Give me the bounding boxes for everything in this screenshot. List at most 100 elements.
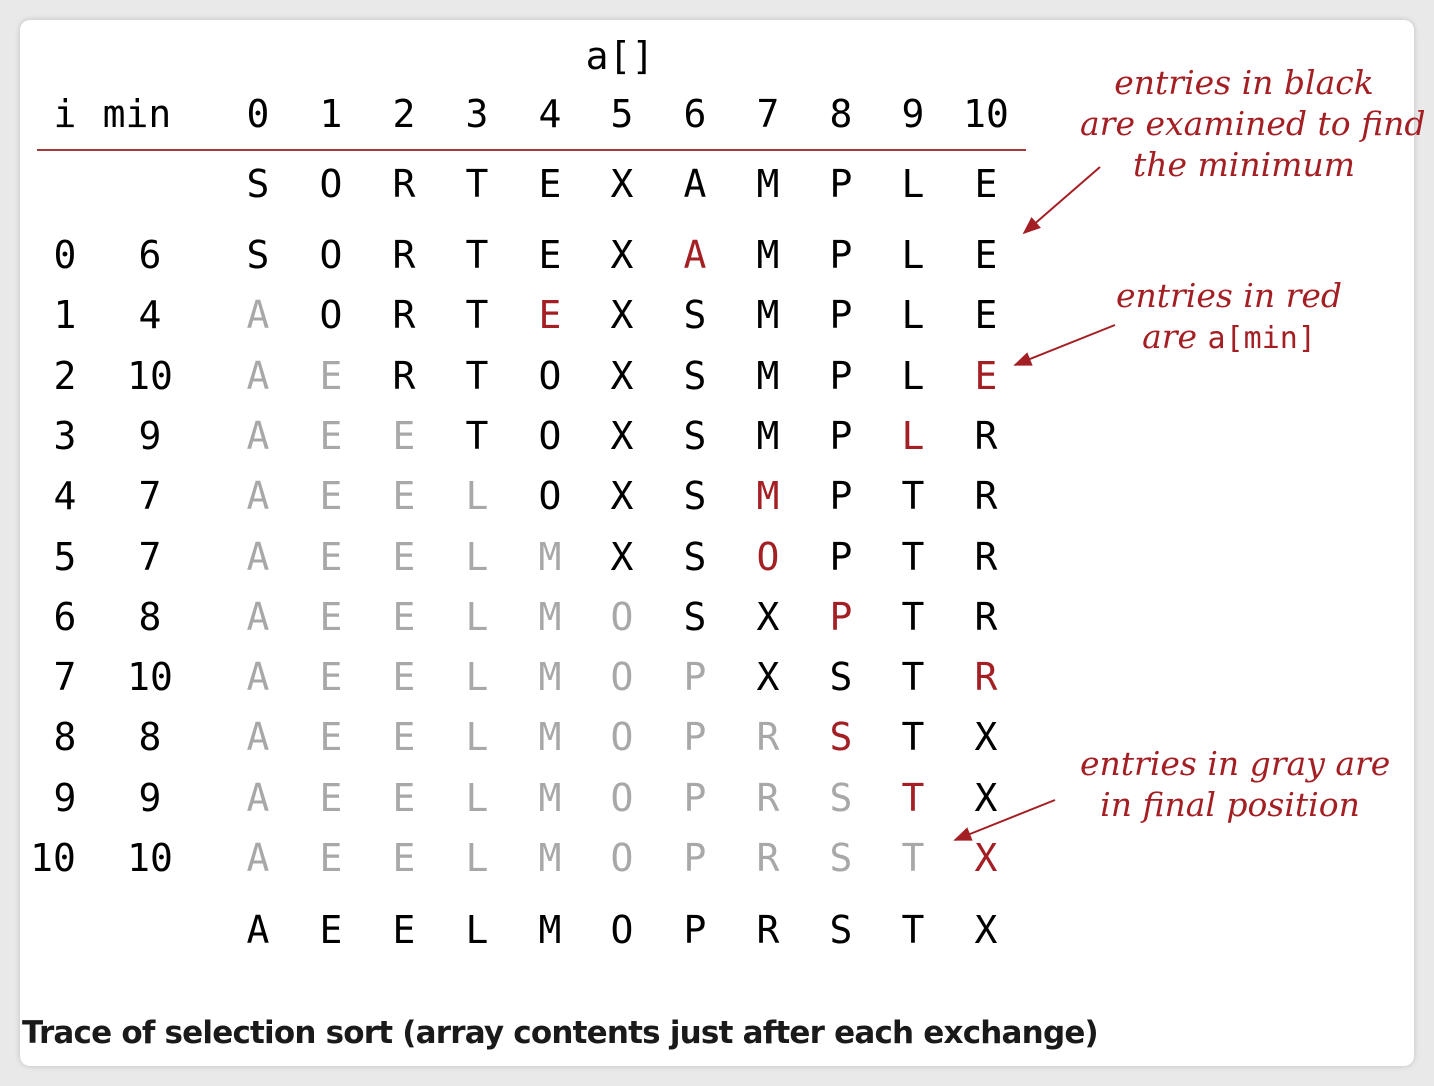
trace-cell: O	[538, 354, 562, 398]
trace-cell: M	[756, 293, 780, 337]
trace-cell: X	[756, 655, 780, 699]
trace-cell-final: E	[392, 535, 416, 579]
trace-cell: T	[901, 655, 925, 699]
trace-cell: M	[756, 354, 780, 398]
trace-cell-final: P	[683, 776, 707, 820]
trace-cell-final: T	[901, 836, 925, 880]
trace-cell-final: A	[246, 836, 270, 880]
trace-cell-min: S	[829, 715, 853, 759]
trace-cell: O	[319, 293, 343, 337]
trace-cell: R	[392, 293, 416, 337]
trace-cell: S	[683, 293, 707, 337]
row-i-value: 7	[53, 655, 77, 699]
row-min-value: 7	[138, 535, 162, 579]
trace-cell: L	[901, 354, 925, 398]
trace-cell-final: R	[756, 776, 780, 820]
index-header: 10	[963, 92, 1009, 136]
trace-cell-final: P	[683, 655, 707, 699]
initial-cell: E	[538, 162, 562, 206]
note-red-line2-text: are	[1142, 317, 1208, 356]
trace-cell-min: A	[683, 233, 707, 277]
trace-cell: X	[974, 776, 998, 820]
trace-cell-final: E	[392, 595, 416, 639]
trace-cell: R	[974, 595, 998, 639]
trace-cell: E	[538, 233, 562, 277]
trace-cell: R	[974, 535, 998, 579]
trace-cell: L	[901, 233, 925, 277]
trace-cell-final: E	[319, 535, 343, 579]
initial-cell: M	[756, 162, 780, 206]
sorted-cell: T	[901, 908, 925, 952]
trace-cell: R	[974, 474, 998, 518]
trace-cell: T	[465, 233, 489, 277]
index-header: 5	[610, 92, 634, 136]
initial-cell: T	[465, 162, 489, 206]
trace-cell-final: O	[610, 655, 634, 699]
index-header: 7	[756, 92, 780, 136]
trace-cell-final: M	[538, 655, 562, 699]
trace-cell-final: E	[319, 414, 343, 458]
row-min-value: 8	[138, 595, 162, 639]
trace-cell: T	[465, 293, 489, 337]
trace-cell-final: R	[756, 836, 780, 880]
trace-cell: T	[465, 354, 489, 398]
trace-cell: R	[974, 414, 998, 458]
trace-cell-min: R	[974, 655, 998, 699]
note-red-line2: are a[min]	[1104, 316, 1354, 359]
trace-cell: M	[756, 414, 780, 458]
row-i-value: 10	[30, 836, 76, 880]
trace-cell: X	[974, 715, 998, 759]
row-i-value: 5	[53, 535, 77, 579]
trace-cell-final: S	[829, 836, 853, 880]
trace-cell: T	[901, 595, 925, 639]
trace-cell-final: L	[465, 595, 489, 639]
trace-cell: T	[901, 535, 925, 579]
arrow-red-note	[1013, 324, 1116, 366]
trace-cell-final: E	[392, 474, 416, 518]
trace-cell-final: M	[538, 595, 562, 639]
trace-cell: M	[756, 233, 780, 277]
trace-cell-final: A	[246, 354, 270, 398]
index-header: 0	[246, 92, 270, 136]
initial-cell: L	[901, 162, 925, 206]
trace-cell-final: E	[392, 776, 416, 820]
row-i-value: 0	[53, 233, 77, 277]
index-header: 1	[319, 92, 343, 136]
initial-cell: X	[610, 162, 634, 206]
trace-cell: T	[901, 715, 925, 759]
trace-cell-min: E	[538, 293, 562, 337]
trace-cell: X	[756, 595, 780, 639]
trace-cell-final: O	[610, 715, 634, 759]
trace-cell-min: O	[756, 535, 780, 579]
trace-cell-final: L	[465, 776, 489, 820]
trace-cell-min: P	[829, 595, 853, 639]
trace-cell: O	[319, 233, 343, 277]
trace-cell: P	[829, 535, 853, 579]
trace-cell-final: M	[538, 715, 562, 759]
sorted-cell: X	[974, 908, 998, 952]
note-gray-line2: in final position	[1100, 785, 1360, 824]
row-min-value: 6	[138, 233, 162, 277]
trace-cell-final: E	[319, 836, 343, 880]
array-label: a[]	[585, 34, 655, 78]
trace-cell: P	[829, 414, 853, 458]
trace-cell: P	[829, 233, 853, 277]
trace-cell: O	[538, 474, 562, 518]
sorted-cell: M	[538, 908, 562, 952]
trace-cell-final: M	[538, 836, 562, 880]
trace-cell-final: L	[465, 535, 489, 579]
row-i-value: 1	[53, 293, 77, 337]
trace-cell: P	[829, 474, 853, 518]
trace-cell: S	[683, 595, 707, 639]
i-column-header: i	[53, 92, 77, 136]
row-min-value: 8	[138, 715, 162, 759]
trace-cell: O	[538, 414, 562, 458]
trace-cell-final: E	[392, 715, 416, 759]
trace-cell-final: E	[319, 354, 343, 398]
trace-cell-final: E	[319, 474, 343, 518]
row-i-value: 8	[53, 715, 77, 759]
trace-cell: X	[610, 535, 634, 579]
trace-cell-final: A	[246, 293, 270, 337]
arrow-black-note	[1022, 166, 1101, 235]
trace-cell-final: P	[683, 836, 707, 880]
